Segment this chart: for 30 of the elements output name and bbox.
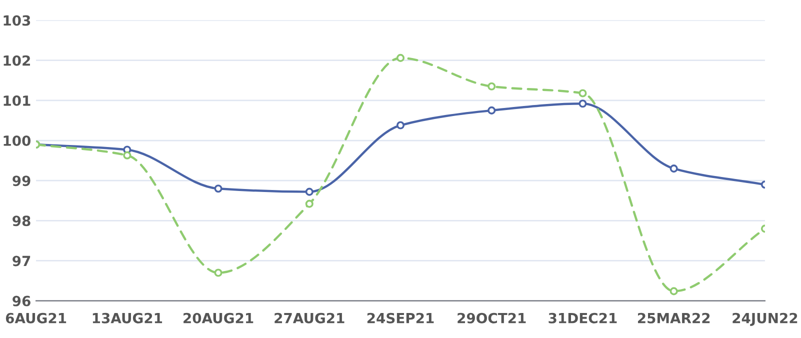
y-tick-label: 99	[12, 176, 30, 186]
y-tick-label: 101	[4, 95, 30, 106]
point	[305, 188, 314, 196]
point	[488, 82, 496, 90]
y-tick-label: 102	[4, 55, 30, 66]
y-tick-label: 96	[12, 296, 30, 306]
point	[123, 151, 132, 160]
point	[396, 121, 405, 130]
point	[670, 164, 678, 173]
x-tick-label: 20AUG21	[184, 312, 254, 324]
y-tick-label: 97	[12, 256, 30, 266]
x-tick-label: 6AUG21	[6, 312, 66, 324]
x-tick-label: 13AUG21	[92, 312, 162, 324]
point	[305, 200, 314, 208]
x-tick-label: 24JUN22	[732, 312, 798, 326]
y-tick-label: 100	[4, 135, 31, 146]
point	[578, 100, 587, 108]
x-tick-label: 29OCT21	[458, 312, 526, 324]
x-tick-label: 24SEP21	[367, 312, 434, 324]
y-tick-label: 103	[4, 15, 30, 26]
x-tick-label: 27AUG21	[274, 312, 344, 324]
point	[488, 106, 496, 114]
point	[396, 54, 405, 62]
y-tick-label: 98	[12, 216, 30, 226]
x-tick-label: 31DEC21	[548, 312, 617, 324]
x-tick-label: 25MAR22	[638, 312, 710, 324]
point	[214, 184, 222, 193]
point	[578, 89, 587, 98]
point	[214, 268, 222, 277]
point	[670, 287, 678, 296]
